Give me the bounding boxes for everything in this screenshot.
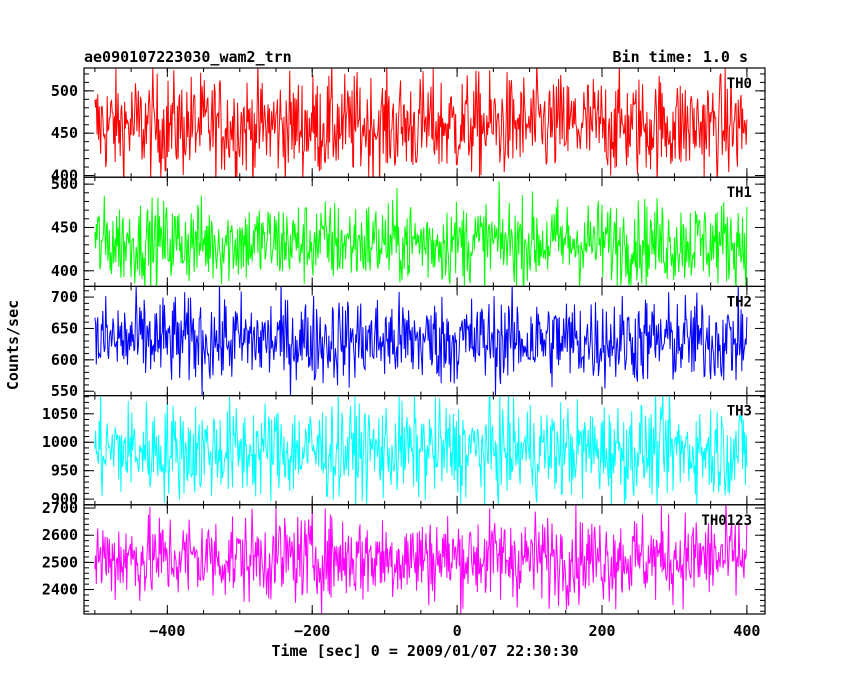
y-tick-label-th3: 950: [51, 462, 78, 480]
panel-frame-th0123: [83, 504, 766, 615]
series-line-th0: [94, 68, 748, 178]
y-tick-label-th1: 400: [51, 262, 78, 280]
series-line-th0123: [94, 504, 748, 614]
y-tick-label-th1: 450: [51, 218, 78, 236]
series-line-th2: [94, 286, 748, 396]
y-tick-label-th3: 900: [51, 490, 78, 508]
x-tick-label: −200: [294, 622, 330, 640]
y-tick-label-th0: 500: [51, 82, 78, 100]
y-tick-label-th3: 1000: [42, 433, 78, 451]
series-line-th3: [94, 395, 748, 505]
x-axis-label: Time [sec] 0 = 2009/01/07 22:30:30: [271, 642, 578, 660]
y-tick-label-th2: 550: [51, 382, 78, 400]
y-tick-label-th1: 500: [51, 175, 78, 193]
panel-label-th2: TH2: [727, 294, 752, 310]
y-tick-label-th3: 1050: [42, 405, 78, 423]
y-tick-label-th0123: 2500: [42, 553, 78, 571]
x-tick-label: 200: [588, 622, 615, 640]
y-tick-label-th2: 650: [51, 319, 78, 337]
plot-title: ae090107223030_wam2_trn: [84, 48, 292, 66]
y-tick-label-th0: 400: [51, 167, 78, 185]
bin-time-label: Bin time: 1.0 s: [613, 48, 748, 66]
y-tick-label-th0123: 2400: [42, 581, 78, 599]
panel-label-th3: TH3: [727, 404, 752, 420]
y-tick-label-th0123: 2600: [42, 526, 78, 544]
panel-label-th0: TH0: [727, 76, 752, 92]
panel-label-th0123: TH0123: [701, 513, 752, 529]
y-tick-label-th0: 450: [51, 124, 78, 142]
panels-group: 400 450 500 TH0 400 450 500 TH1 550 600 650 700 TH2 9…: [42, 67, 766, 640]
y-tick-label-th0123: 2700: [42, 499, 78, 517]
x-tick-label: 400: [733, 622, 760, 640]
series-line-th1: [94, 181, 748, 287]
y-tick-label-th2: 600: [51, 351, 78, 369]
y-axis-label: Counts/sec: [4, 300, 22, 390]
x-tick-label: −400: [149, 622, 185, 640]
y-tick-label-th2: 700: [51, 288, 78, 306]
panel-label-th1: TH1: [727, 185, 752, 201]
x-tick-label: 0: [453, 622, 462, 640]
